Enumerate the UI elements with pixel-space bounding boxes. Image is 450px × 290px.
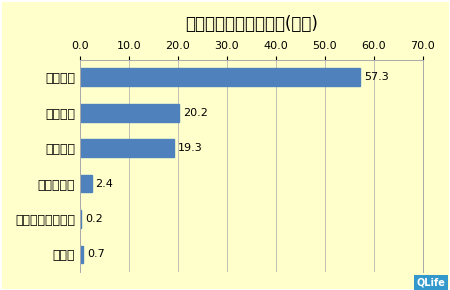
Text: 19.3: 19.3 xyxy=(178,143,203,153)
Bar xyxy=(80,210,81,228)
Text: QLife: QLife xyxy=(417,277,446,287)
Bar xyxy=(80,246,83,263)
Bar xyxy=(80,68,360,86)
Bar xyxy=(80,175,92,192)
Text: 2.4: 2.4 xyxy=(95,179,113,188)
Bar xyxy=(80,139,174,157)
Bar xyxy=(80,104,179,122)
Text: 0.7: 0.7 xyxy=(87,249,105,259)
Text: 20.2: 20.2 xyxy=(183,108,207,118)
Text: 0.2: 0.2 xyxy=(85,214,103,224)
Text: 57.3: 57.3 xyxy=(364,72,389,82)
Title: 昨シーズンの処方比率(平均): 昨シーズンの処方比率(平均) xyxy=(185,15,318,33)
